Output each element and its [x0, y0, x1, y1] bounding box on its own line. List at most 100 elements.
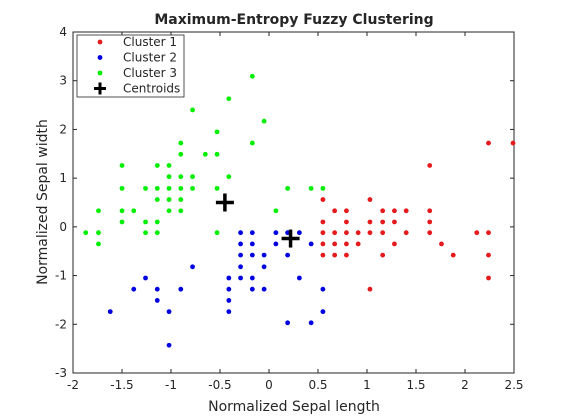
legend-marker — [97, 55, 103, 60]
x-tick-label: 0 — [265, 378, 273, 392]
y-axis-label: Normalized Sepal width — [35, 119, 51, 285]
cluster-3-point — [166, 197, 172, 202]
x-axis: -2 -1.5 -1 -0.5 0 0.5 1 1.5 2 2.5 — [67, 32, 524, 392]
cluster-3-point — [143, 230, 148, 236]
cluster-2-point — [166, 342, 172, 348]
cluster-3-point — [143, 219, 148, 225]
cluster-3-point — [214, 230, 220, 236]
cluster-1-point — [486, 252, 491, 258]
x-tick-label: 1.5 — [406, 378, 425, 392]
cluster-1-point — [486, 275, 491, 281]
cluster-1-point — [380, 252, 386, 258]
y-tick-label: 2 — [59, 122, 67, 136]
legend-entry: Centroids — [94, 82, 180, 96]
cluster-3-point — [166, 208, 172, 214]
x-tick-label: -1.5 — [110, 378, 133, 392]
cluster-3-point — [273, 208, 279, 214]
cluster-1-point — [403, 230, 409, 236]
cluster-1-point — [427, 230, 433, 236]
y-tick-label: -1 — [55, 269, 67, 283]
cluster-1-point — [320, 230, 326, 236]
cluster-1-point — [332, 241, 338, 247]
cluster-2-point — [249, 241, 255, 247]
legend-entry: Cluster 3 — [97, 66, 177, 80]
legend-label: Centroids — [123, 82, 180, 96]
cluster-1-point — [380, 230, 386, 236]
cluster-2-point — [238, 264, 243, 270]
cluster-1-point — [344, 230, 349, 236]
x-axis-label: Normalized Sepal length — [208, 399, 380, 415]
cluster-1-point — [403, 208, 409, 214]
x-tick-label: -2 — [67, 378, 79, 392]
cluster-1-point — [380, 219, 386, 225]
cluster-3-point — [249, 73, 255, 79]
cluster-1-point — [367, 230, 373, 236]
cluster-1-point — [332, 208, 338, 214]
cluster-3-point — [214, 151, 220, 157]
x-tick-label: -1 — [165, 378, 177, 392]
cluster-3-point — [154, 219, 160, 225]
y-axis: -3 -2 -1 0 1 2 3 4 — [55, 25, 514, 380]
cluster-1-point — [344, 252, 349, 258]
centroid-markers — [215, 193, 300, 248]
x-tick-label: 2.5 — [504, 378, 523, 392]
cluster-2-point — [261, 264, 267, 270]
cluster-2-point — [131, 286, 137, 292]
cluster-1-point — [392, 241, 397, 247]
cluster-2-point — [249, 286, 255, 292]
cluster-3-point — [166, 163, 172, 168]
cluster-2-point — [320, 286, 326, 292]
cluster-2-point — [154, 298, 160, 303]
centroid-marker — [281, 229, 300, 248]
cluster-3-point — [119, 219, 125, 225]
cluster-3-point — [96, 230, 101, 236]
cluster-2-point — [249, 252, 255, 258]
cluster-3-point — [320, 185, 326, 191]
cluster-2-point — [273, 230, 279, 236]
cluster-3-point — [178, 185, 184, 191]
cluster-1-point — [450, 252, 456, 258]
cluster-1-point — [344, 219, 349, 225]
cluster-1-point — [344, 208, 349, 214]
cluster-3-point — [166, 185, 172, 191]
cluster-3-point — [131, 208, 137, 214]
cluster-3-point — [178, 140, 184, 146]
cluster-3-point — [143, 185, 148, 191]
cluster-2-point — [226, 286, 232, 292]
cluster-3-point — [154, 185, 160, 191]
cluster-1-point — [332, 252, 338, 258]
cluster-1-point — [332, 230, 338, 236]
legend-label: Cluster 2 — [123, 51, 177, 65]
cluster-1-point — [320, 252, 326, 258]
y-tick-label: 1 — [59, 171, 67, 185]
cluster-1-point — [320, 197, 326, 202]
legend-label: Cluster 3 — [123, 66, 177, 80]
cluster-1-point — [355, 230, 361, 236]
cluster-2-point — [308, 320, 314, 326]
cluster-2-point — [238, 252, 243, 258]
cluster-1-point — [439, 241, 444, 247]
cluster-3-point — [226, 96, 232, 102]
cluster-1-point — [320, 241, 326, 247]
cluster-3-point — [119, 185, 125, 191]
cluster-3-point — [178, 174, 184, 180]
legend-box — [76, 34, 185, 98]
y-tick-label: 4 — [59, 25, 67, 39]
cluster-3-point — [249, 140, 255, 146]
cluster-3-point — [96, 208, 101, 214]
x-tick-label: 2 — [461, 378, 469, 392]
cluster-3-point — [202, 151, 208, 157]
cluster-1-point — [427, 163, 433, 168]
cluster-3-point — [154, 197, 160, 202]
cluster-3-point — [214, 129, 220, 135]
cluster-3-point — [119, 208, 125, 214]
cluster-2-point — [285, 252, 291, 258]
cluster-1-point — [474, 230, 480, 236]
cluster-2-point — [166, 309, 172, 315]
cluster-2-point — [238, 241, 243, 247]
cluster-3-point — [119, 163, 125, 168]
cluster-2-point — [249, 275, 255, 281]
chart-title: Maximum-Entropy Fuzzy Clustering — [154, 12, 433, 28]
cluster-3-point — [178, 197, 184, 202]
legend-entry: Cluster 1 — [97, 35, 177, 49]
